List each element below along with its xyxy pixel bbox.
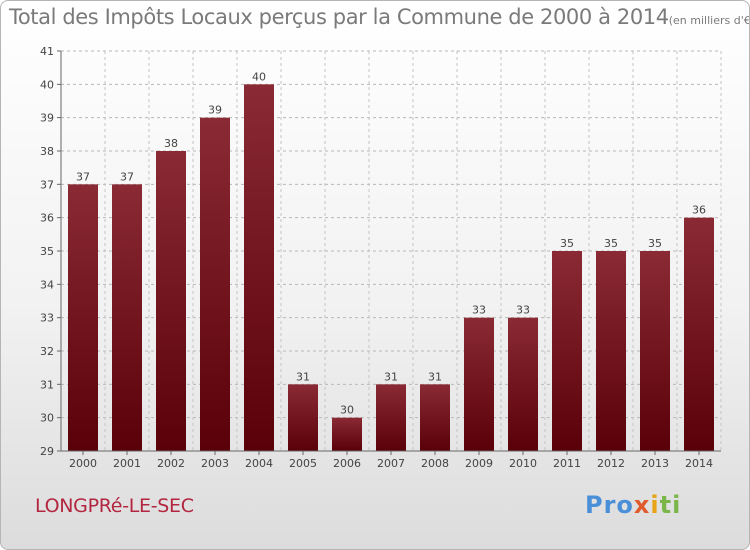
bar-2005 <box>288 384 318 451</box>
x-tick-label: 2013 <box>641 457 669 470</box>
x-tick-label: 2014 <box>685 457 713 470</box>
x-tick-label: 2011 <box>553 457 581 470</box>
logo-part-4: ti <box>659 491 682 519</box>
x-tick-label: 2008 <box>421 457 449 470</box>
x-tick-label: 2001 <box>113 457 141 470</box>
bar-2009 <box>464 317 494 451</box>
y-tick-label: 37 <box>40 178 54 191</box>
y-tick-label: 41 <box>40 45 54 58</box>
y-tick-label: 36 <box>40 212 54 225</box>
y-tick-label: 33 <box>40 312 54 325</box>
axes: 29 30 31 32 33 34 35 36 37 38 39 40 41 2000 2001 2002 20… <box>40 45 721 470</box>
logo-part-1: Pro <box>585 491 634 519</box>
x-tick-label: 2005 <box>289 457 317 470</box>
y-tick-label: 39 <box>40 112 54 125</box>
bar-2012 <box>596 251 626 451</box>
chart-unit: (en milliers d'€) <box>668 14 750 27</box>
y-tick-label: 38 <box>40 145 54 158</box>
value-label-2008: 31 <box>428 370 442 383</box>
y-tick-label: 34 <box>40 278 54 291</box>
logo-part-2: x <box>633 491 651 519</box>
bar-2011 <box>552 251 582 451</box>
bar-2013 <box>640 251 670 451</box>
value-label-2014: 36 <box>692 204 706 217</box>
bar-2008 <box>420 384 450 451</box>
value-label-2013: 35 <box>648 237 662 250</box>
y-tick-label: 32 <box>40 345 54 358</box>
x-tick-label: 2010 <box>509 457 537 470</box>
value-labels: 37 37 38 39 40 31 30 31 31 33 33 35 35 35 36 <box>76 70 706 416</box>
y-tick-label: 35 <box>40 245 54 258</box>
bars-group <box>68 84 714 452</box>
bar-2006 <box>332 417 362 451</box>
bar-2014 <box>684 217 714 451</box>
value-label-2011: 35 <box>560 237 574 250</box>
y-tick-label: 40 <box>40 78 54 91</box>
commune-name: LONGPRé-LE-SEC <box>35 495 194 517</box>
value-label-2006: 30 <box>340 404 354 417</box>
value-label-2003: 39 <box>208 104 222 117</box>
bar-2004 <box>244 84 274 451</box>
chart-title-text: Total des Impôts Locaux perçus par la Co… <box>9 5 669 29</box>
x-tick-label: 2002 <box>157 457 185 470</box>
x-tick-label: 2004 <box>245 457 273 470</box>
y-tick-label: 31 <box>40 378 54 391</box>
y-tick-label: 30 <box>40 412 54 425</box>
value-label-2004: 40 <box>252 70 266 83</box>
value-label-2007: 31 <box>384 370 398 383</box>
x-tick-label: 2007 <box>377 457 405 470</box>
bar-2002 <box>156 151 186 451</box>
chart-title: Total des Impôts Locaux perçus par la Co… <box>9 5 750 29</box>
value-label-2009: 33 <box>472 304 486 317</box>
value-label-2000: 37 <box>76 170 90 183</box>
bar-2003 <box>200 117 230 452</box>
x-tick-label: 2009 <box>465 457 493 470</box>
bar-2000 <box>68 184 98 452</box>
logo-part-3: i <box>650 491 660 519</box>
value-label-2012: 35 <box>604 237 618 250</box>
value-label-2005: 31 <box>296 370 310 383</box>
x-tick-label: 2012 <box>597 457 625 470</box>
bar-2007 <box>376 384 406 451</box>
y-tick-label: 29 <box>40 445 54 458</box>
bar-2001 <box>112 184 142 452</box>
bar-2010 <box>508 317 538 451</box>
x-tick-label: 2003 <box>201 457 229 470</box>
x-tick-label: 2006 <box>333 457 361 470</box>
proxiti-logo: Proxiti <box>585 491 681 519</box>
value-label-2002: 38 <box>164 137 178 150</box>
value-label-2001: 37 <box>120 170 134 183</box>
x-tick-label: 2000 <box>69 457 97 470</box>
value-label-2010: 33 <box>516 304 530 317</box>
